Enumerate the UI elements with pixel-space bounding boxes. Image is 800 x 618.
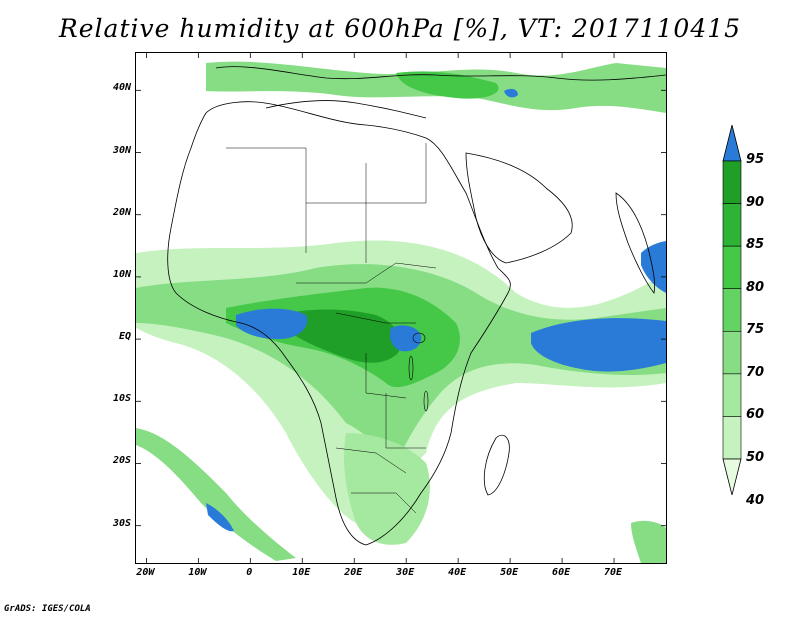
lake-victoria <box>412 332 426 344</box>
humidity-band-deep <box>286 309 401 363</box>
colorbar-segment <box>722 203 742 247</box>
border-lines-central <box>296 262 437 449</box>
humidity-max-east <box>531 318 666 372</box>
humidity-max-central <box>390 325 422 352</box>
humidity-se-corner <box>631 520 666 563</box>
lat-tick-label: 20S <box>112 455 131 467</box>
india-coastline <box>615 192 656 294</box>
humidity-southern-africa <box>344 433 430 545</box>
madagascar-coastline <box>483 434 510 496</box>
border-lines-north <box>226 143 427 263</box>
country-borders <box>226 143 437 514</box>
lat-tick-label: 10S <box>112 393 131 405</box>
colorbar-segment <box>722 373 742 417</box>
humidity-shading <box>136 61 666 563</box>
lon-tick-label: 10E <box>292 567 311 578</box>
colorbar-segment <box>722 288 742 332</box>
colorbar-bottom-triangle <box>722 458 742 495</box>
lon-tick-label: 20W <box>136 567 155 578</box>
colorbar-segment <box>722 416 742 460</box>
humidity-north-strong <box>396 71 499 99</box>
lon-tick-label: 0 <box>246 567 253 578</box>
tick-marks <box>136 53 666 563</box>
lat-tick-label: 10N <box>112 268 131 280</box>
lon-tick-label: 20E <box>344 567 363 578</box>
lon-tick-label: 70E <box>604 567 623 578</box>
lon-tick-label: 50E <box>500 567 519 578</box>
europe-coastline <box>215 66 666 81</box>
footer-credit: GrADS: IGES/COLA <box>4 604 91 614</box>
lat-tick-label: EQ <box>118 331 131 343</box>
colorbar-top-triangle <box>722 125 742 162</box>
colorbar-label: 60 <box>746 407 765 423</box>
lon-tick-label: 40E <box>448 567 467 578</box>
colorbar-label: 80 <box>746 279 765 295</box>
lake-tanganyika <box>408 355 414 381</box>
humidity-north-east-max <box>504 88 518 98</box>
lon-tick-label: 60E <box>552 567 571 578</box>
lat-tick-label: 20N <box>112 206 131 218</box>
colorbar-segment <box>722 160 742 204</box>
humidity-south-streak <box>136 428 296 561</box>
lon-tick-label: 30E <box>396 567 415 578</box>
colorbar-label: 70 <box>746 364 765 380</box>
africa-coastline <box>167 101 511 546</box>
humidity-max-india <box>641 241 666 293</box>
map-panel <box>135 52 667 564</box>
colorbar-label: 75 <box>746 322 765 338</box>
lakes <box>408 332 429 412</box>
arabia-coastline <box>465 152 573 264</box>
colorbar-label: 95 <box>746 152 765 167</box>
map-title: Relative humidity at 600hPa [%], VT: 201… <box>58 14 742 43</box>
lon-tick-label: 10W <box>188 567 207 578</box>
colorbar-label: 50 <box>746 450 765 465</box>
colorbar-label: 40 <box>746 492 765 508</box>
colorbar-segment <box>722 245 742 290</box>
lake-malawi <box>423 390 429 412</box>
coastlines <box>167 66 666 546</box>
humidity-south-streak-max <box>206 503 234 532</box>
humidity-map <box>136 53 666 563</box>
mediterranean-coastline <box>265 100 427 119</box>
colorbar-graphic <box>722 125 742 495</box>
humidity-max-west <box>236 308 308 340</box>
lat-tick-label: 40N <box>112 82 131 94</box>
lat-tick-label: 30N <box>112 144 131 156</box>
colorbar <box>722 125 742 495</box>
colorbar-label: 85 <box>746 237 765 253</box>
border-lines-south <box>335 447 417 514</box>
colorbar-label: 90 <box>746 194 765 210</box>
colorbar-segment <box>722 330 742 375</box>
lat-tick-label: 30S <box>112 517 131 529</box>
